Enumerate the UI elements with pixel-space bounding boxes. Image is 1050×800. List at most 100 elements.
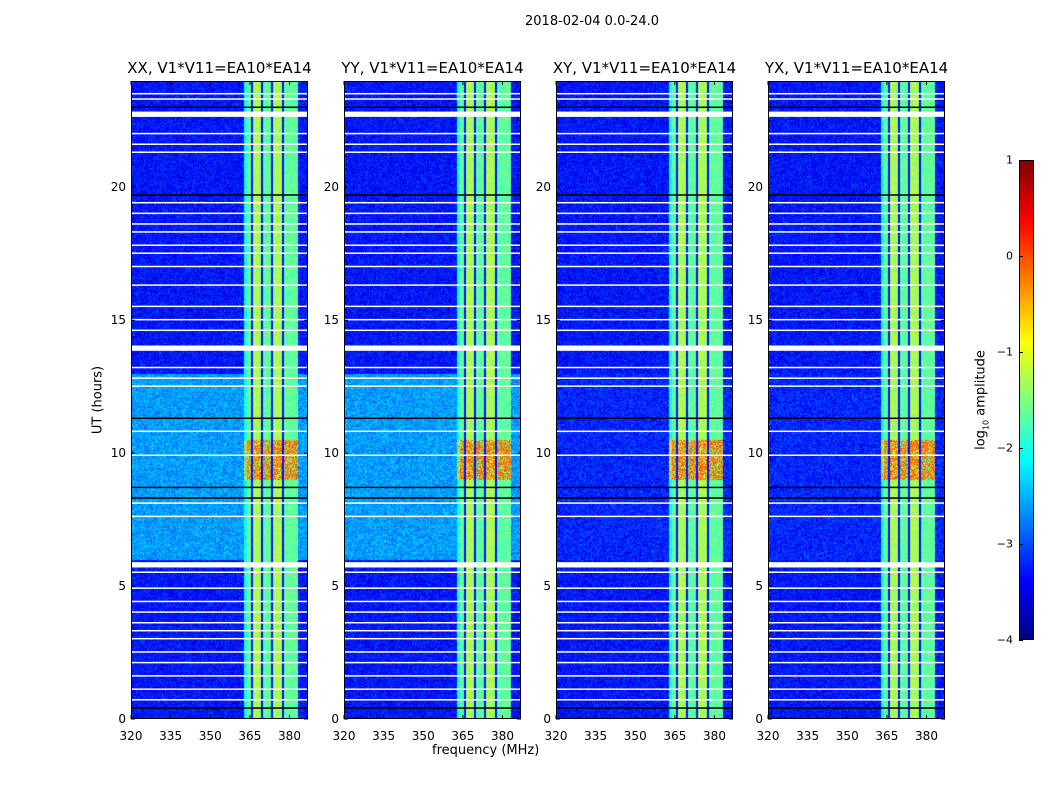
x-tick-label: 320 <box>756 729 780 743</box>
x-tick-label: 380 <box>915 729 938 743</box>
flagged-row <box>344 629 521 632</box>
y-tick-label: 15 <box>110 313 126 328</box>
flagged-row <box>768 621 945 624</box>
flagged-row <box>556 675 733 677</box>
flagged-row <box>556 265 733 268</box>
flagged-row <box>344 252 521 254</box>
y-tick-label: 5 <box>118 579 126 594</box>
colorbar-tick-mark <box>1019 352 1023 353</box>
flagged-row <box>556 611 733 613</box>
flagged-row <box>344 661 521 664</box>
colorbar-tick-mark <box>1019 256 1023 257</box>
flagged-row <box>768 252 945 254</box>
dark-row <box>131 194 308 196</box>
x-tick-label: 365 <box>663 729 687 743</box>
flagged-row <box>556 562 733 568</box>
flagged-row <box>131 98 308 100</box>
flagged-row <box>768 661 945 664</box>
flagged-row <box>768 329 945 332</box>
panel-frame <box>556 81 733 719</box>
colorbar-tick-mark <box>1019 640 1023 641</box>
flagged-row <box>344 571 521 573</box>
x-tick-label: 365 <box>875 729 899 743</box>
x-tick-label: 320 <box>544 729 568 743</box>
flagged-row <box>344 385 521 387</box>
flagged-row <box>131 132 308 135</box>
flagged-row <box>344 201 521 204</box>
flagged-row <box>344 502 521 504</box>
y-tick-label: 0 <box>118 712 126 726</box>
flagged-row <box>344 132 521 135</box>
flagged-row <box>768 515 945 518</box>
dark-row <box>131 106 308 109</box>
flagged-row <box>344 600 521 603</box>
flagged-row <box>556 284 733 286</box>
y-tick-label: 20 <box>110 180 126 195</box>
flagged-row <box>344 587 521 589</box>
colorbar-tick-label: 1 <box>1006 153 1013 167</box>
x-tick-label: 320 <box>332 729 356 743</box>
flagged-row <box>131 587 308 589</box>
flagged-row <box>131 92 308 95</box>
flagged-row <box>131 385 308 387</box>
flagged-row <box>344 377 521 379</box>
panel-title: XX, V1*V11=EA10*EA14 <box>127 59 312 77</box>
flagged-row <box>556 132 733 135</box>
flagged-row <box>768 366 945 369</box>
flagged-row <box>768 651 945 653</box>
x-tick-label: 365 <box>451 729 475 743</box>
dark-row <box>768 106 945 109</box>
dark-row <box>556 497 733 499</box>
colorbar-tick-mark <box>1019 448 1023 449</box>
flagged-row <box>556 143 733 145</box>
flagged-row <box>131 223 308 225</box>
flagged-row <box>768 688 945 690</box>
flagged-row <box>131 651 308 653</box>
flagged-row <box>768 600 945 603</box>
panel-title: YY, V1*V11=EA10*EA14 <box>341 59 524 77</box>
flagged-row <box>768 571 945 573</box>
flagged-row <box>768 454 945 456</box>
flagged-row <box>344 98 521 100</box>
flagged-row <box>768 377 945 379</box>
flagged-row <box>131 600 308 603</box>
flagged-row <box>768 98 945 100</box>
flagged-row <box>768 611 945 613</box>
dark-row <box>768 417 945 420</box>
flagged-row <box>344 611 521 613</box>
flagged-row <box>344 284 521 286</box>
panel-title: YX, V1*V11=EA10*EA14 <box>764 59 949 77</box>
flagged-row <box>131 611 308 613</box>
flagged-row <box>131 305 308 308</box>
flagged-row <box>344 223 521 225</box>
flagged-row <box>131 377 308 379</box>
y-tick-label: 10 <box>110 446 126 461</box>
flagged-row <box>344 143 521 145</box>
flagged-row <box>344 151 521 153</box>
flagged-row <box>556 92 733 95</box>
y-tick-label: 10 <box>747 446 763 461</box>
colorbar-tick-label: −3 <box>996 537 1013 551</box>
dark-row <box>556 417 733 420</box>
flagged-row <box>344 212 521 215</box>
flagged-row <box>344 621 521 624</box>
flagged-row <box>768 111 945 117</box>
flagged-row <box>556 637 733 640</box>
flagged-row <box>556 305 733 308</box>
dark-row <box>344 707 521 709</box>
x-tick-label: 350 <box>198 729 222 743</box>
x-tick-label: 320 <box>119 729 143 743</box>
dark-row <box>344 497 521 499</box>
flagged-row <box>131 515 308 518</box>
flagged-row <box>131 661 308 664</box>
flagged-row <box>131 318 308 321</box>
flagged-row <box>768 430 945 433</box>
flagged-row <box>768 318 945 321</box>
flagged-row <box>131 571 308 573</box>
y-axis-label: UT (hours) <box>90 365 106 435</box>
y-tick-label: 10 <box>323 446 339 461</box>
flagged-row <box>556 201 733 204</box>
flagged-row <box>344 265 521 268</box>
flagged-row <box>131 265 308 268</box>
